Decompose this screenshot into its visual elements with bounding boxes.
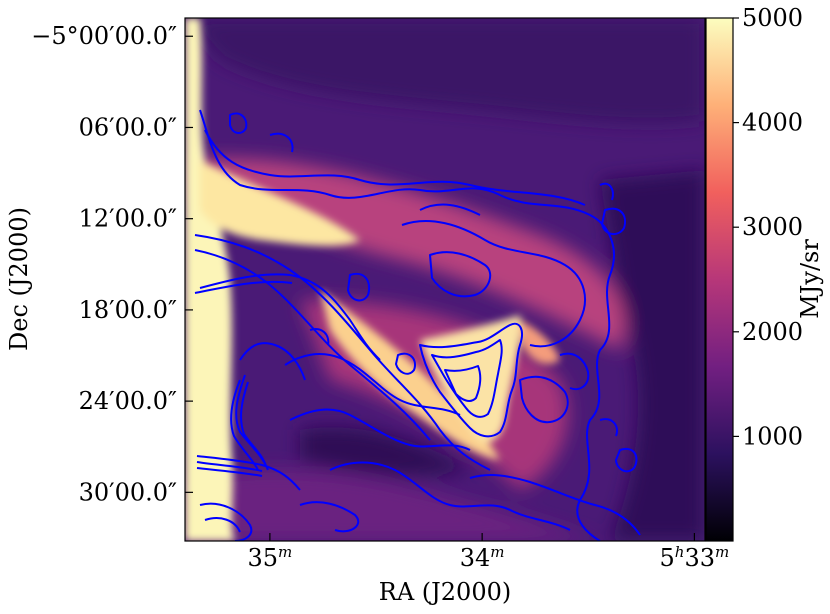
y-tick-label: −5°00′00.0″ [31, 22, 177, 50]
colorbar: 1000 2000 3000 4000 5000 MJy/sr [705, 4, 824, 542]
x-tick-label: 35m [248, 543, 293, 572]
colorbar-tick-label: 2000 [742, 318, 803, 346]
colorbar-tick-label: 5000 [742, 4, 803, 32]
colorbar-gradient [705, 17, 734, 542]
y-tick-label: 18′00.0″ [79, 296, 177, 324]
colorbar-tick-label: 3000 [742, 213, 803, 241]
x-axis-label: RA (J2000) [379, 578, 511, 606]
colorbar-label: MJy/sr [796, 239, 824, 319]
colorbar-tick-label: 4000 [742, 109, 803, 137]
contour-lines [194, 109, 641, 541]
y-tick-label: 12′00.0″ [79, 205, 177, 233]
plot-frame [184, 17, 706, 542]
y-tick-label: 06′00.0″ [79, 113, 177, 141]
y-tick-label: 30′00.0″ [79, 478, 177, 506]
y-tick-label: 24′00.0″ [79, 387, 177, 415]
colorbar-ticks: 1000 2000 3000 4000 5000 [733, 4, 803, 450]
x-axis: 35m 34m 5h33m [248, 533, 730, 572]
y-axis-label: Dec (J2000) [5, 207, 33, 351]
x-tick-label: 34m [460, 543, 505, 572]
colorbar-tick-label: 1000 [742, 422, 803, 450]
intensity-image [185, 18, 705, 541]
y-axis: −5°00′00.0″ 06′00.0″ 12′00.0″ 18′00.0″ 24′00… [31, 22, 193, 506]
x-tick-label: 5h33m [660, 543, 730, 572]
